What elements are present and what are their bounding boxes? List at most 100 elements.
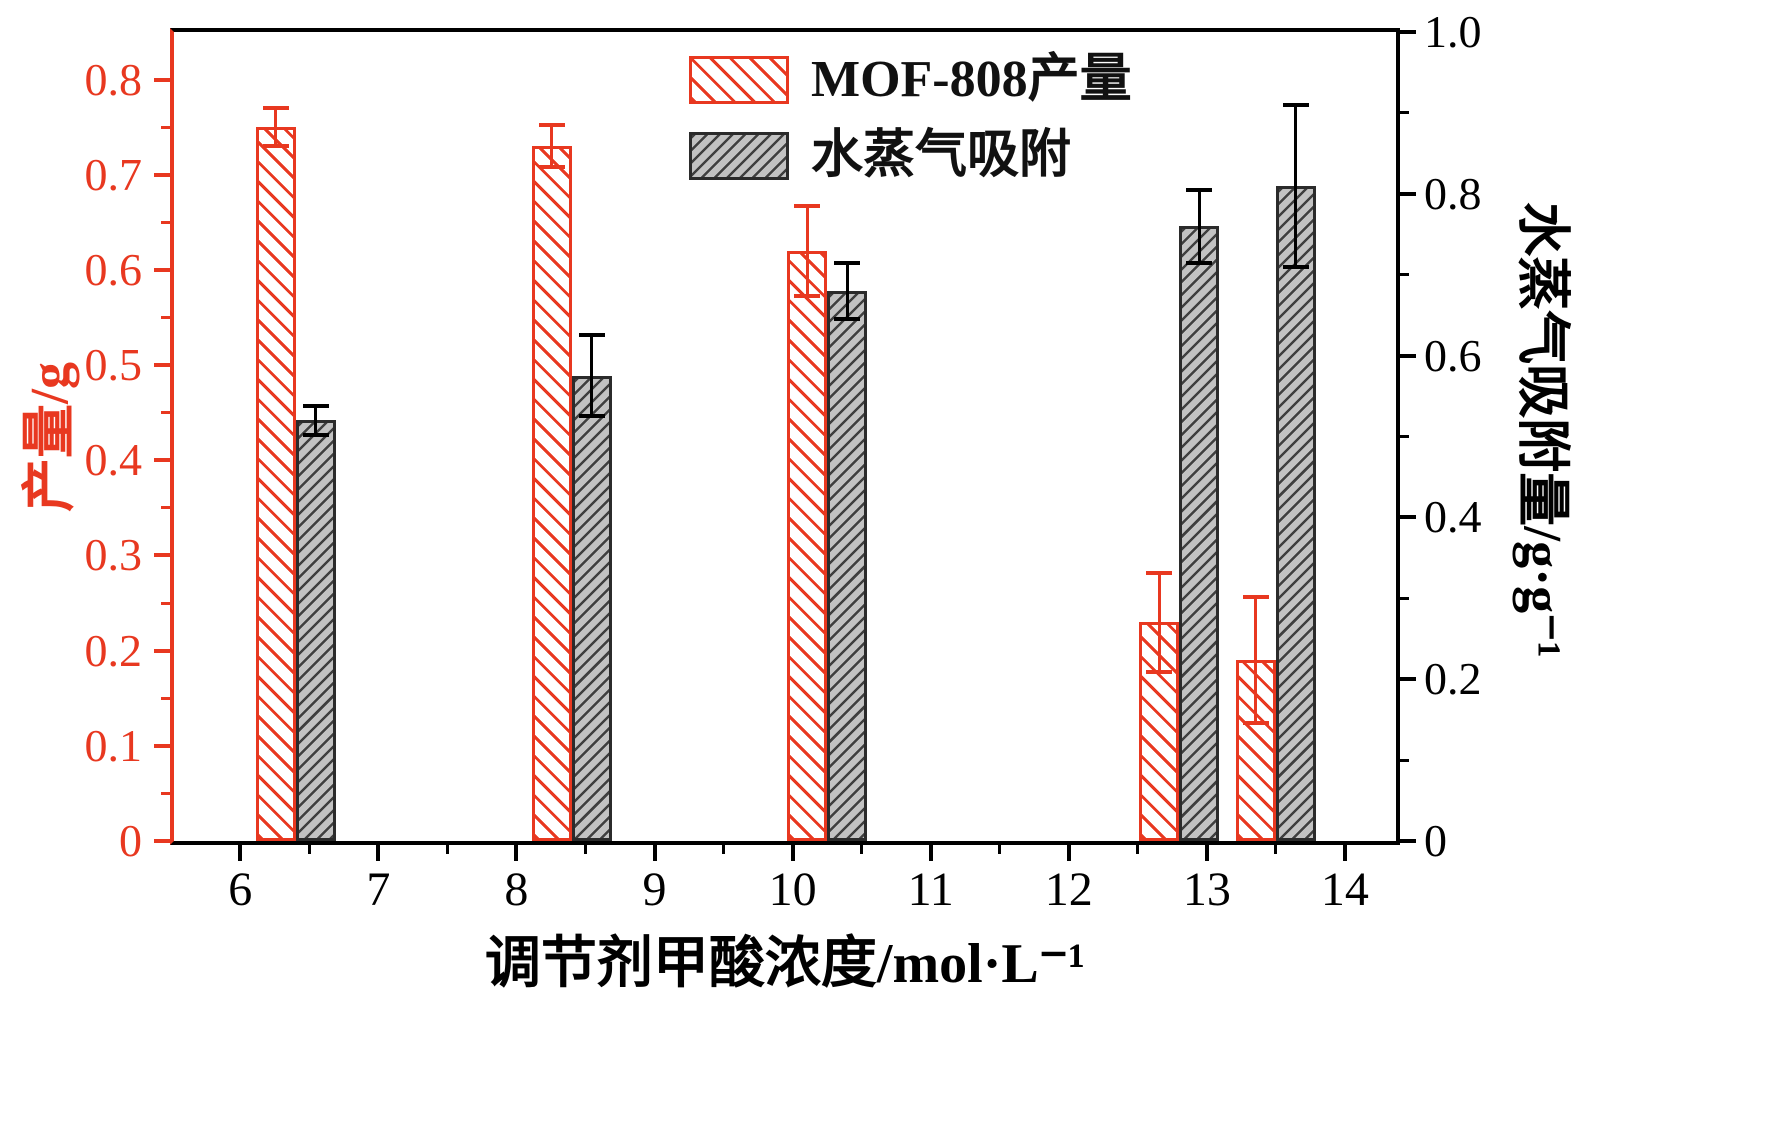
error-cap-yield [794,204,821,209]
right-axis-tick [1400,30,1416,34]
x-tick-label: 13 [1182,863,1231,916]
error-cap-adsorption [578,414,605,419]
right-tick-label: 1.0 [1424,6,1482,57]
bar-adsorption [295,420,336,841]
x-tick-label: 11 [907,863,954,916]
error-cap-yield [262,106,289,111]
left-axis-minor-tick [161,125,170,129]
right-tick-label: 0.4 [1424,491,1482,543]
error-cap-yield [1146,570,1173,575]
error-bar-adsorption [845,262,849,320]
bar-yield [531,146,572,841]
right-axis-tick [1400,677,1416,682]
right-axis-tick [1400,839,1416,843]
error-cap-yield [538,123,565,128]
x-axis-tick [790,845,795,861]
left-axis-minor-tick [161,506,170,510]
left-axis-tick [154,363,170,368]
x-axis-tick [1204,845,1209,861]
left-tick-label: 0.7 [84,148,143,200]
legend-item: MOF-808产量 [689,50,1132,110]
error-bar-adsorption [1294,104,1298,267]
left-tick-label: 0.5 [84,339,143,391]
x-tick-label: 12 [1044,863,1093,916]
left-axis-tick [154,743,170,748]
x-axis-tick [928,845,933,861]
right-tick-label: 0.2 [1424,653,1482,705]
x-axis-tick [238,845,243,861]
error-bar-adsorption [314,405,317,435]
x-axis-label: 调节剂甲酸浓度/mol·L⁻¹ [484,933,1086,995]
x-axis-tick [1066,845,1071,861]
right-axis-minor-tick [1400,758,1409,762]
left-axis-minor-tick [161,316,170,320]
error-bar-adsorption [590,335,594,417]
left-tick-label: 0 [119,815,142,866]
legend-item: 水蒸气吸附 [689,126,1132,186]
error-cap-yield [794,293,821,298]
error-cap-yield [1242,720,1269,725]
x-axis-minor-tick [998,845,1002,854]
error-bar-yield [274,108,277,147]
left-tick-label: 0.3 [84,529,143,581]
legend: MOF-808产量 水蒸气吸附 [689,50,1132,202]
error-cap-yield [538,165,565,170]
bar-adsorption [827,290,868,841]
error-cap-adsorption [834,317,861,322]
error-cap-adsorption [302,432,329,437]
error-bar-yield [805,206,809,296]
right-axis-minor-tick [1400,273,1409,277]
x-axis-minor-tick [307,845,311,854]
left-axis-minor-tick [161,411,170,415]
error-cap-adsorption [1282,264,1309,269]
right-axis-minor-tick [1400,435,1409,438]
left-axis-tick [154,267,170,272]
x-axis-minor-tick [1136,845,1140,854]
right-tick-label: 0.6 [1424,329,1482,381]
right-axis-minor-tick [1400,596,1409,600]
x-axis-minor-tick [860,845,864,854]
error-bar-yield [1157,572,1161,672]
error-cap-yield [1242,595,1269,600]
x-axis-minor-tick [445,845,449,854]
left-tick-label: 0.1 [84,719,143,771]
right-axis-minor-tick [1400,111,1409,115]
x-axis-minor-tick [1274,845,1278,854]
bar-adsorption [1179,226,1220,841]
legend-label: 水蒸气吸附 [811,127,1072,184]
left-axis-tick [154,839,170,843]
x-axis-minor-tick [583,845,587,854]
x-axis-tick [514,845,519,861]
x-tick-label: 14 [1320,863,1369,916]
right-tick-label: 0.8 [1424,167,1482,219]
x-axis-tick [376,845,381,861]
plot-area: MOF-808产量 水蒸气吸附 0 0.1 0.2 0.3 0.4 0.5 0.6 0.7 0.8… [85,6,1482,916]
right-axis-tick [1400,191,1416,196]
x-tick-label: 10 [768,863,817,916]
legend-label: MOF-808产量 [811,51,1132,108]
error-bar-yield [550,125,554,168]
legend-swatch-yield [689,56,789,104]
error-cap-adsorption [1282,102,1309,107]
x-tick-label: 7 [366,863,391,916]
left-axis-tick [154,458,170,463]
x-tick-label: 8 [504,863,529,916]
x-axis-minor-tick [722,845,726,854]
error-cap-adsorption [1186,260,1213,265]
right-tick-label: 0 [1424,815,1447,866]
left-axis-tick [154,648,170,653]
x-axis-tick [652,845,657,861]
left-axis-minor-tick [161,220,170,224]
legend-swatch-adsorption [689,132,789,180]
left-tick-label: 0.4 [84,434,143,486]
left-tick-label: 0.6 [84,243,143,295]
error-cap-yield [1146,669,1173,674]
x-tick-label: 9 [642,863,667,916]
error-cap-adsorption [1186,187,1213,192]
left-axis-minor-tick [161,696,170,700]
error-bar-yield [1254,597,1258,723]
x-tick-label: 6 [228,863,253,916]
left-tick-label: 0.2 [84,624,143,676]
x-axis-tick [1342,845,1347,861]
left-axis-minor-tick [161,601,170,605]
